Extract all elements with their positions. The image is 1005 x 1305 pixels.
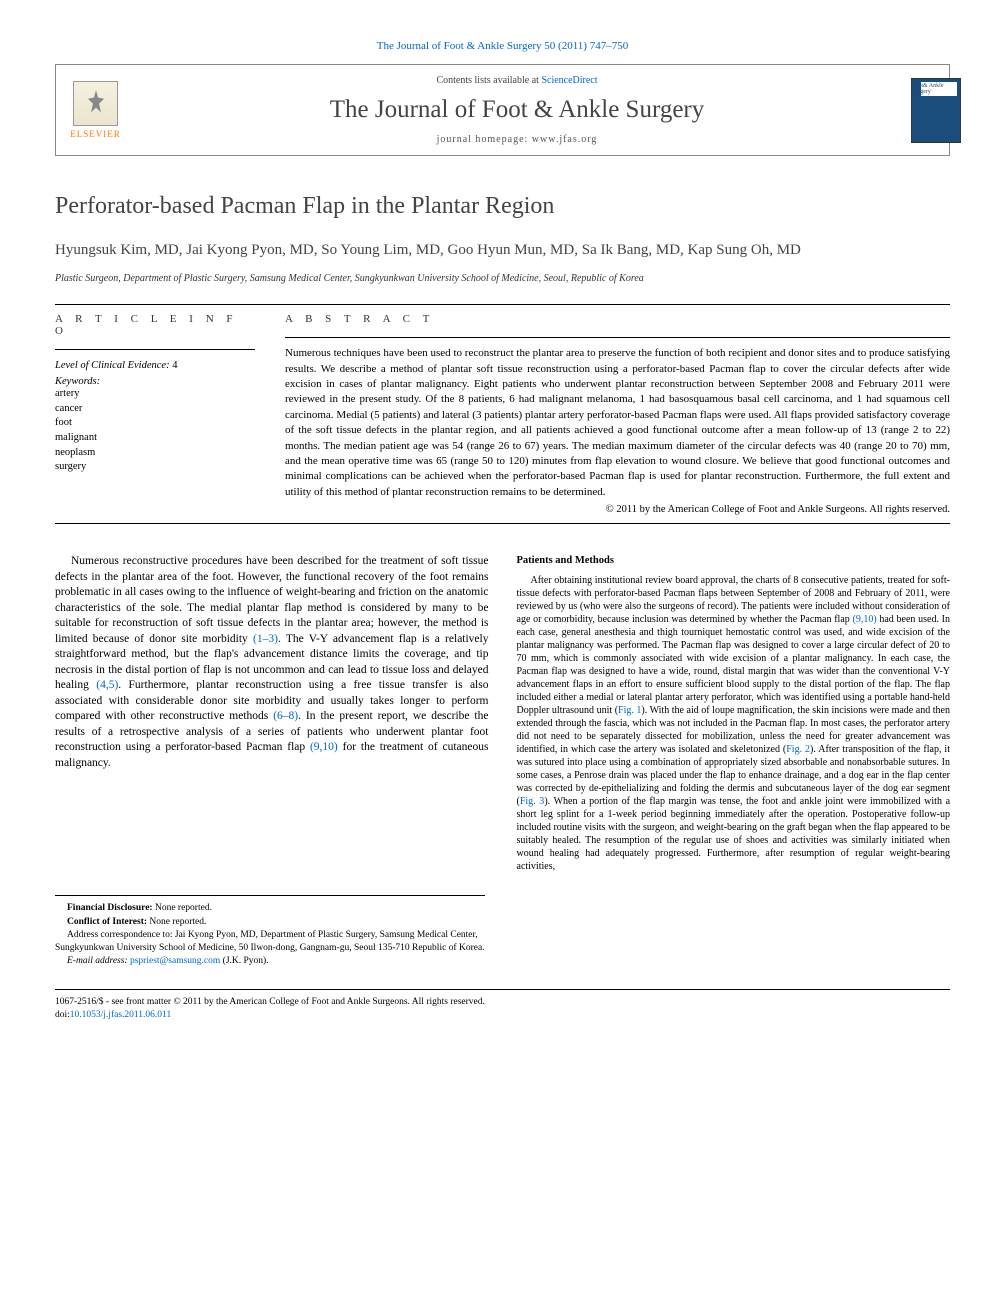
elsevier-tree-icon — [73, 81, 118, 126]
elsevier-text: ELSEVIER — [70, 129, 121, 139]
abstract-column: A B S T R A C T Numerous techniques have… — [285, 313, 950, 515]
fig-2-link[interactable]: Fig. 2 — [786, 744, 810, 755]
conflict-label: Conflict of Interest: — [67, 917, 147, 927]
abstract-divider — [285, 337, 950, 338]
keyword: malignant — [55, 431, 255, 446]
copyright: © 2011 by the American College of Foot a… — [285, 504, 950, 515]
sciencedirect-link[interactable]: ScienceDirect — [541, 75, 597, 86]
doi-prefix: doi: — [55, 1010, 70, 1020]
email-suffix: (J.K. Pyon). — [220, 956, 268, 966]
authors: Hyungsuk Kim, MD, Jai Kyong Pyon, MD, So… — [55, 240, 950, 261]
methods-heading: Patients and Methods — [517, 554, 951, 568]
journal-cover-thumbnail: Foot& Ankle Surgery — [911, 78, 961, 143]
body-left-column: Numerous reconstructive procedures have … — [55, 554, 489, 873]
doi-link[interactable]: 10.1053/j.jfas.2011.06.011 — [70, 1010, 171, 1020]
keyword: surgery — [55, 460, 255, 475]
ref-link-1-3[interactable]: (1–3) — [253, 633, 278, 645]
keyword: cancer — [55, 402, 255, 417]
homepage-url[interactable]: www.jfas.org — [532, 134, 598, 145]
page-footer: 1067-2516/$ - see front matter © 2011 by… — [55, 989, 950, 1023]
intro-text-1: Numerous reconstructive procedures have … — [55, 555, 489, 645]
keyword: neoplasm — [55, 446, 255, 461]
methods-text-5: ). When a portion of the flap margin was… — [517, 796, 951, 872]
cover-label: Foot& Ankle Surgery — [912, 83, 955, 95]
email-label: E-mail address: — [67, 956, 130, 966]
contents-available-line: Contents lists available at ScienceDirec… — [123, 75, 911, 86]
methods-ref-9-10[interactable]: (9,10) — [852, 614, 876, 625]
evidence-label: Level of Clinical Evidence: — [55, 360, 170, 371]
article-info-column: A R T I C L E I N F O Level of Clinical … — [55, 313, 255, 515]
article-info-heading: A R T I C L E I N F O — [55, 313, 255, 337]
divider-bottom — [55, 523, 950, 524]
ref-link-9-10[interactable]: (9,10) — [310, 741, 338, 753]
email-link[interactable]: pspriest@samsung.com — [130, 956, 220, 966]
header-citation: The Journal of Foot & Ankle Surgery 50 (… — [55, 40, 950, 52]
ref-link-6-8[interactable]: (6–8) — [273, 710, 298, 722]
body-right-column: Patients and Methods After obtaining ins… — [517, 554, 951, 873]
keywords-label: Keywords: — [55, 376, 255, 387]
fig-1-link[interactable]: Fig. 1 — [618, 705, 641, 716]
methods-text-2: had been used. In each case, general ane… — [517, 614, 951, 716]
keyword: foot — [55, 416, 255, 431]
journal-homepage: journal homepage: www.jfas.org — [123, 134, 911, 145]
financial-disclosure-value: None reported. — [153, 903, 212, 913]
elsevier-logo: ELSEVIER — [68, 78, 123, 143]
contents-prefix: Contents lists available at — [436, 75, 541, 86]
footer-copyright: 1067-2516/$ - see front matter © 2011 by… — [55, 996, 950, 1009]
keyword: artery — [55, 387, 255, 402]
divider-top — [55, 304, 950, 305]
conflict-value: None reported. — [147, 917, 206, 927]
evidence-value: 4 — [170, 360, 178, 371]
info-divider — [55, 349, 255, 350]
journal-name: The Journal of Foot & Ankle Surgery — [123, 96, 911, 124]
article-title: Perforator-based Pacman Flap in the Plan… — [55, 191, 950, 222]
journal-header-box: ELSEVIER Contents lists available at Sci… — [55, 64, 950, 156]
affiliation: Plastic Surgeon, Department of Plastic S… — [55, 273, 950, 284]
abstract-text: Numerous techniques have been used to re… — [285, 346, 950, 500]
fig-3-link[interactable]: Fig. 3 — [520, 796, 544, 807]
homepage-prefix: journal homepage: — [437, 134, 532, 145]
ref-link-4-5[interactable]: (4,5) — [96, 679, 118, 691]
abstract-heading: A B S T R A C T — [285, 313, 950, 325]
correspondence-address: Address correspondence to: Jai Kyong Pyo… — [55, 929, 485, 956]
footnotes: Financial Disclosure: None reported. Con… — [55, 895, 485, 968]
financial-disclosure-label: Financial Disclosure: — [67, 903, 153, 913]
